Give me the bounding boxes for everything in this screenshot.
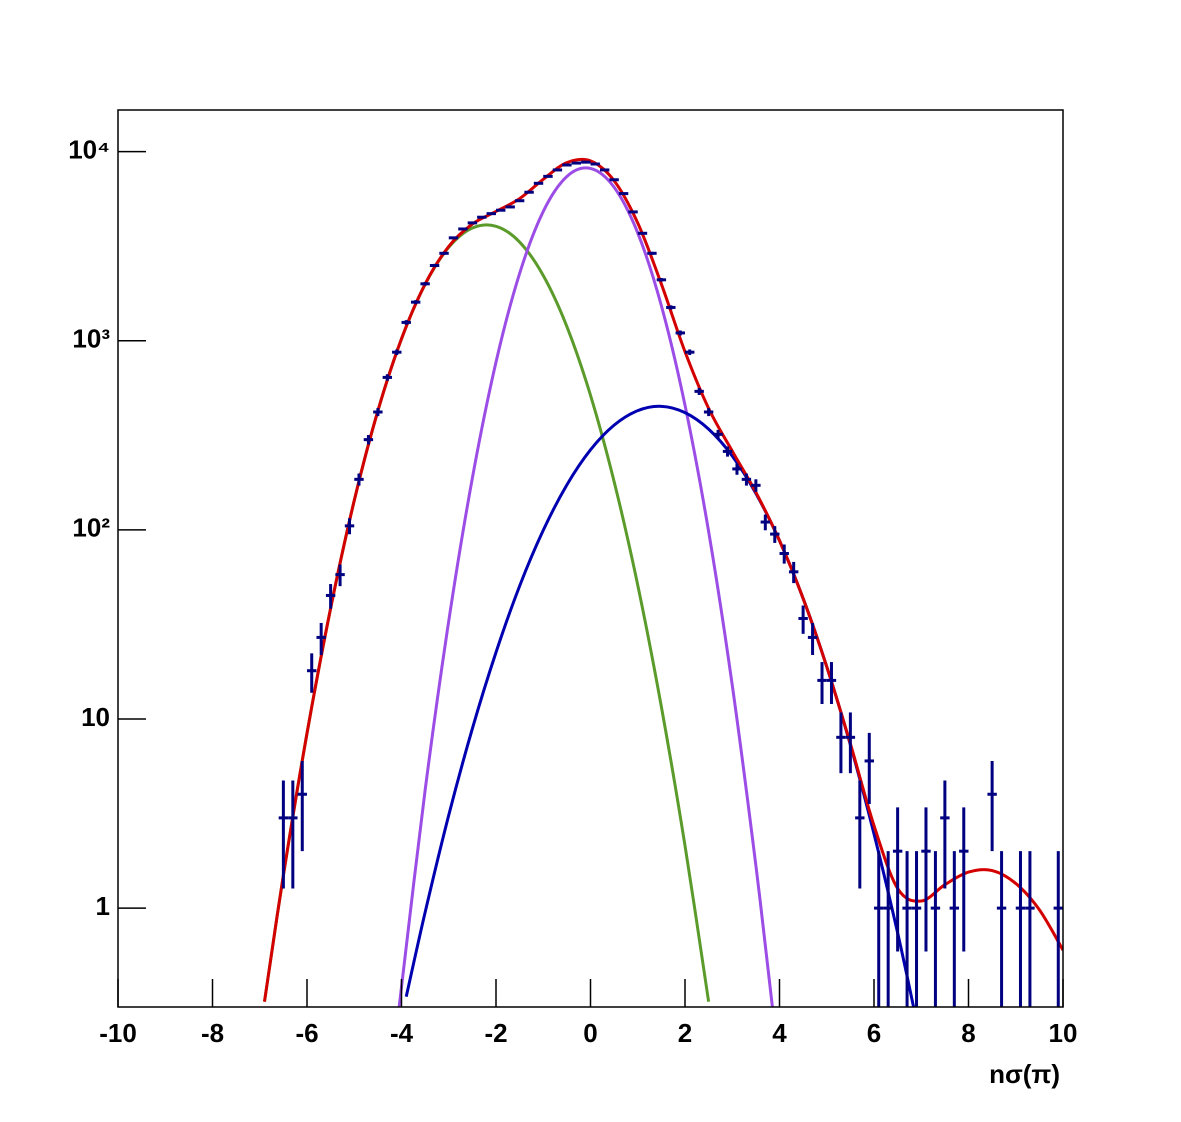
x-tick-label: 4: [772, 1018, 787, 1048]
x-tick-label: 0: [583, 1018, 597, 1048]
y-tick-label: 1: [96, 891, 110, 921]
y-tick-label: 10³: [72, 324, 110, 354]
x-tick-label: 2: [678, 1018, 692, 1048]
x-tick-label: -10: [99, 1018, 137, 1048]
x-tick-label: -4: [390, 1018, 414, 1048]
x-tick-label: 8: [961, 1018, 975, 1048]
y-tick-label: 10⁴: [68, 135, 110, 165]
fit-curve: [262, 157, 1063, 1002]
fit-curve: [397, 166, 774, 1007]
y-tick-label: 10²: [72, 513, 110, 543]
x-tick-label: 6: [867, 1018, 881, 1048]
x-tick-label: 10: [1049, 1018, 1078, 1048]
plot-area: [262, 157, 1063, 1007]
x-tick-label: -6: [295, 1018, 318, 1048]
x-tick-label: -8: [201, 1018, 224, 1048]
y-tick-label: 10: [81, 702, 110, 732]
x-axis-label: nσ(π): [989, 1059, 1060, 1089]
x-tick-label: -2: [484, 1018, 507, 1048]
